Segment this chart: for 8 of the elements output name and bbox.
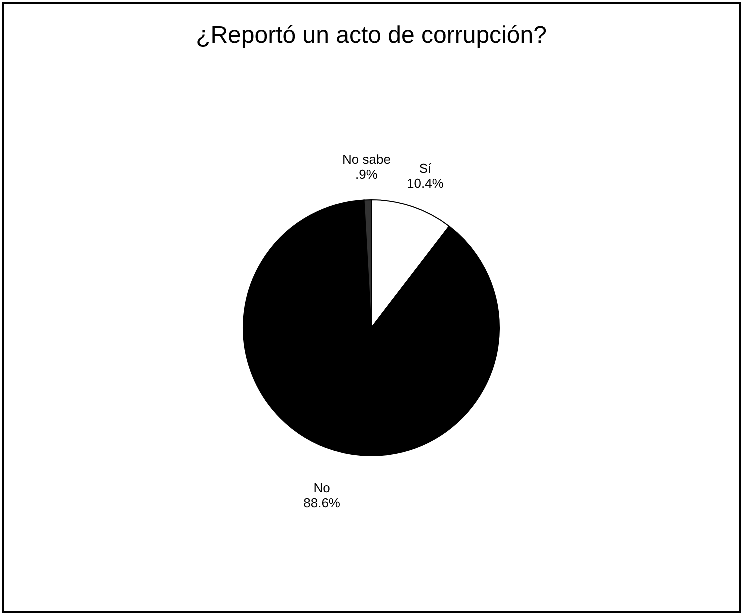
data-label: .9% [356,167,378,182]
slice-label: Sí [419,160,432,176]
data-label: 10.4% [407,176,444,191]
slice-label: No sabe [342,152,391,168]
data-label: 88.6% [304,496,341,511]
slice-label: No [314,480,330,496]
pie-slice [243,200,500,456]
chart-title: ¿Reportó un acto de corrupción? [196,22,547,49]
